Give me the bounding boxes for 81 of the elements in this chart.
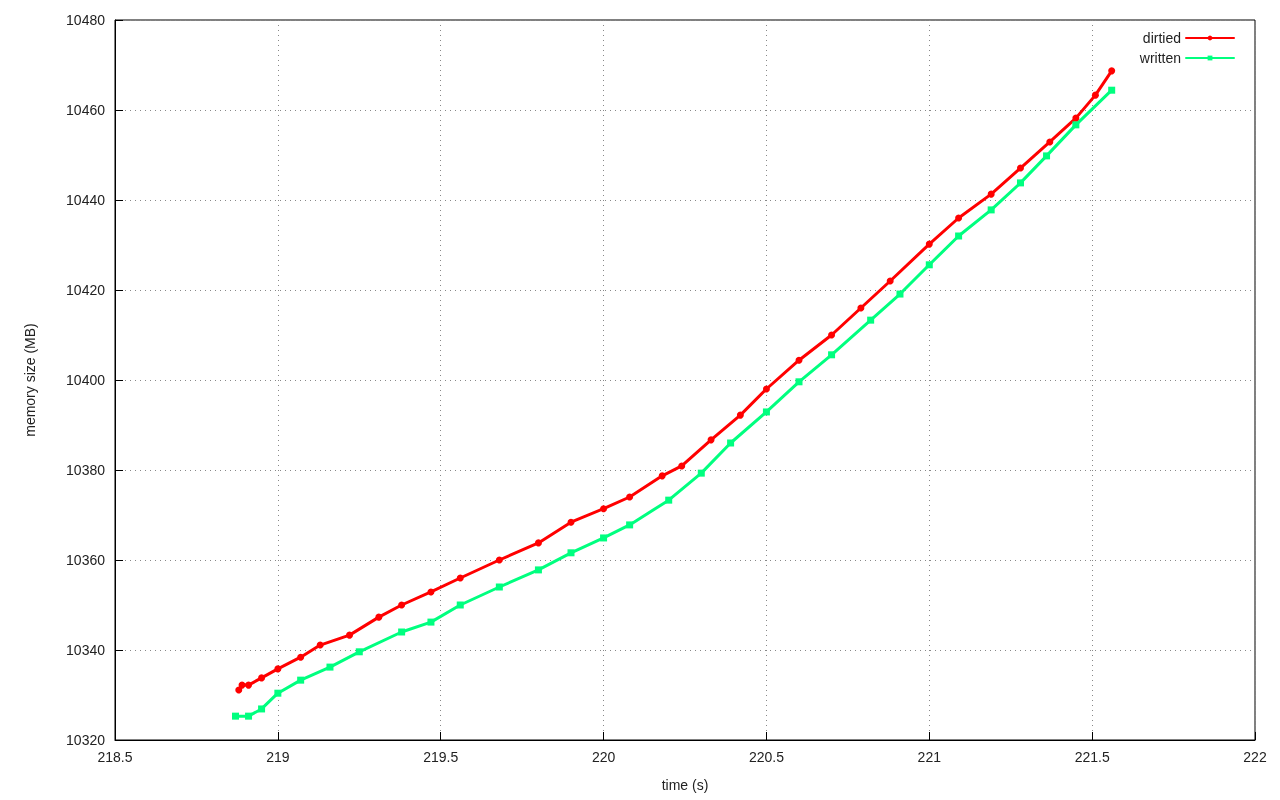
point bbox=[245, 681, 253, 689]
point bbox=[1046, 138, 1054, 146]
y-axis-title: memory size (MB) bbox=[22, 323, 38, 437]
y-tick-label: 10480 bbox=[66, 12, 106, 28]
x-tick-label: 221 bbox=[917, 749, 942, 765]
point bbox=[232, 712, 240, 720]
point bbox=[896, 290, 904, 298]
point bbox=[567, 549, 575, 557]
point bbox=[355, 648, 363, 656]
point bbox=[925, 240, 933, 248]
point bbox=[600, 505, 608, 513]
point bbox=[274, 665, 282, 673]
point bbox=[495, 583, 503, 591]
point bbox=[1091, 91, 1099, 99]
point bbox=[736, 411, 744, 419]
point bbox=[534, 566, 542, 574]
y-tick-label: 10380 bbox=[66, 462, 106, 478]
point bbox=[495, 556, 503, 564]
point bbox=[1043, 152, 1051, 160]
point bbox=[274, 689, 282, 697]
point bbox=[828, 351, 836, 359]
point bbox=[258, 674, 266, 682]
point bbox=[326, 663, 334, 671]
point bbox=[567, 518, 575, 526]
point bbox=[795, 356, 803, 364]
x-tick-label: 222 bbox=[1243, 749, 1267, 765]
x-axis-title: time (s) bbox=[661, 777, 709, 793]
x-tick-label: 219 bbox=[266, 749, 290, 765]
point bbox=[697, 469, 705, 477]
point bbox=[398, 628, 406, 636]
point bbox=[427, 618, 435, 626]
point bbox=[1108, 86, 1116, 94]
y-tick-label: 10420 bbox=[66, 282, 106, 298]
y-tick-label: 10400 bbox=[66, 372, 106, 388]
point bbox=[1016, 164, 1024, 172]
point bbox=[987, 206, 995, 214]
point bbox=[626, 521, 634, 529]
point bbox=[707, 436, 715, 444]
point bbox=[665, 496, 673, 504]
y-tick-label: 10320 bbox=[66, 732, 106, 748]
point bbox=[886, 277, 894, 285]
point bbox=[1016, 179, 1024, 187]
point bbox=[258, 705, 266, 713]
point bbox=[955, 232, 963, 240]
point bbox=[867, 316, 875, 324]
point bbox=[795, 378, 803, 386]
x-tick-label: 220.5 bbox=[748, 749, 785, 765]
point bbox=[456, 601, 464, 609]
point bbox=[297, 676, 305, 684]
x-tick-label: 219.5 bbox=[423, 749, 459, 765]
legend-label: written bbox=[1138, 50, 1181, 66]
point bbox=[762, 408, 770, 416]
point bbox=[456, 574, 464, 582]
point bbox=[626, 493, 634, 501]
y-tick-label: 10360 bbox=[66, 552, 106, 568]
point bbox=[1108, 67, 1116, 75]
point bbox=[987, 190, 995, 198]
point bbox=[398, 601, 406, 609]
point bbox=[375, 613, 383, 621]
point bbox=[925, 261, 933, 269]
legend-label: dirtied bbox=[1142, 30, 1181, 46]
point bbox=[1072, 121, 1080, 129]
point bbox=[762, 385, 770, 393]
point bbox=[245, 712, 253, 720]
point bbox=[1072, 114, 1080, 122]
point bbox=[346, 631, 354, 639]
point bbox=[316, 641, 324, 649]
point bbox=[678, 462, 686, 470]
point bbox=[600, 534, 608, 542]
point bbox=[727, 439, 735, 447]
point bbox=[658, 472, 666, 480]
point bbox=[297, 653, 305, 661]
y-tick-label: 10340 bbox=[66, 642, 106, 658]
y-tick-label: 10440 bbox=[66, 192, 106, 208]
x-tick-label: 221.5 bbox=[1074, 749, 1110, 765]
point bbox=[828, 331, 836, 339]
x-tick-label: 218.5 bbox=[97, 749, 133, 765]
x-tick-label: 220 bbox=[591, 749, 616, 765]
point bbox=[955, 214, 963, 222]
y-tick-label: 10460 bbox=[66, 102, 106, 118]
point bbox=[534, 539, 542, 547]
